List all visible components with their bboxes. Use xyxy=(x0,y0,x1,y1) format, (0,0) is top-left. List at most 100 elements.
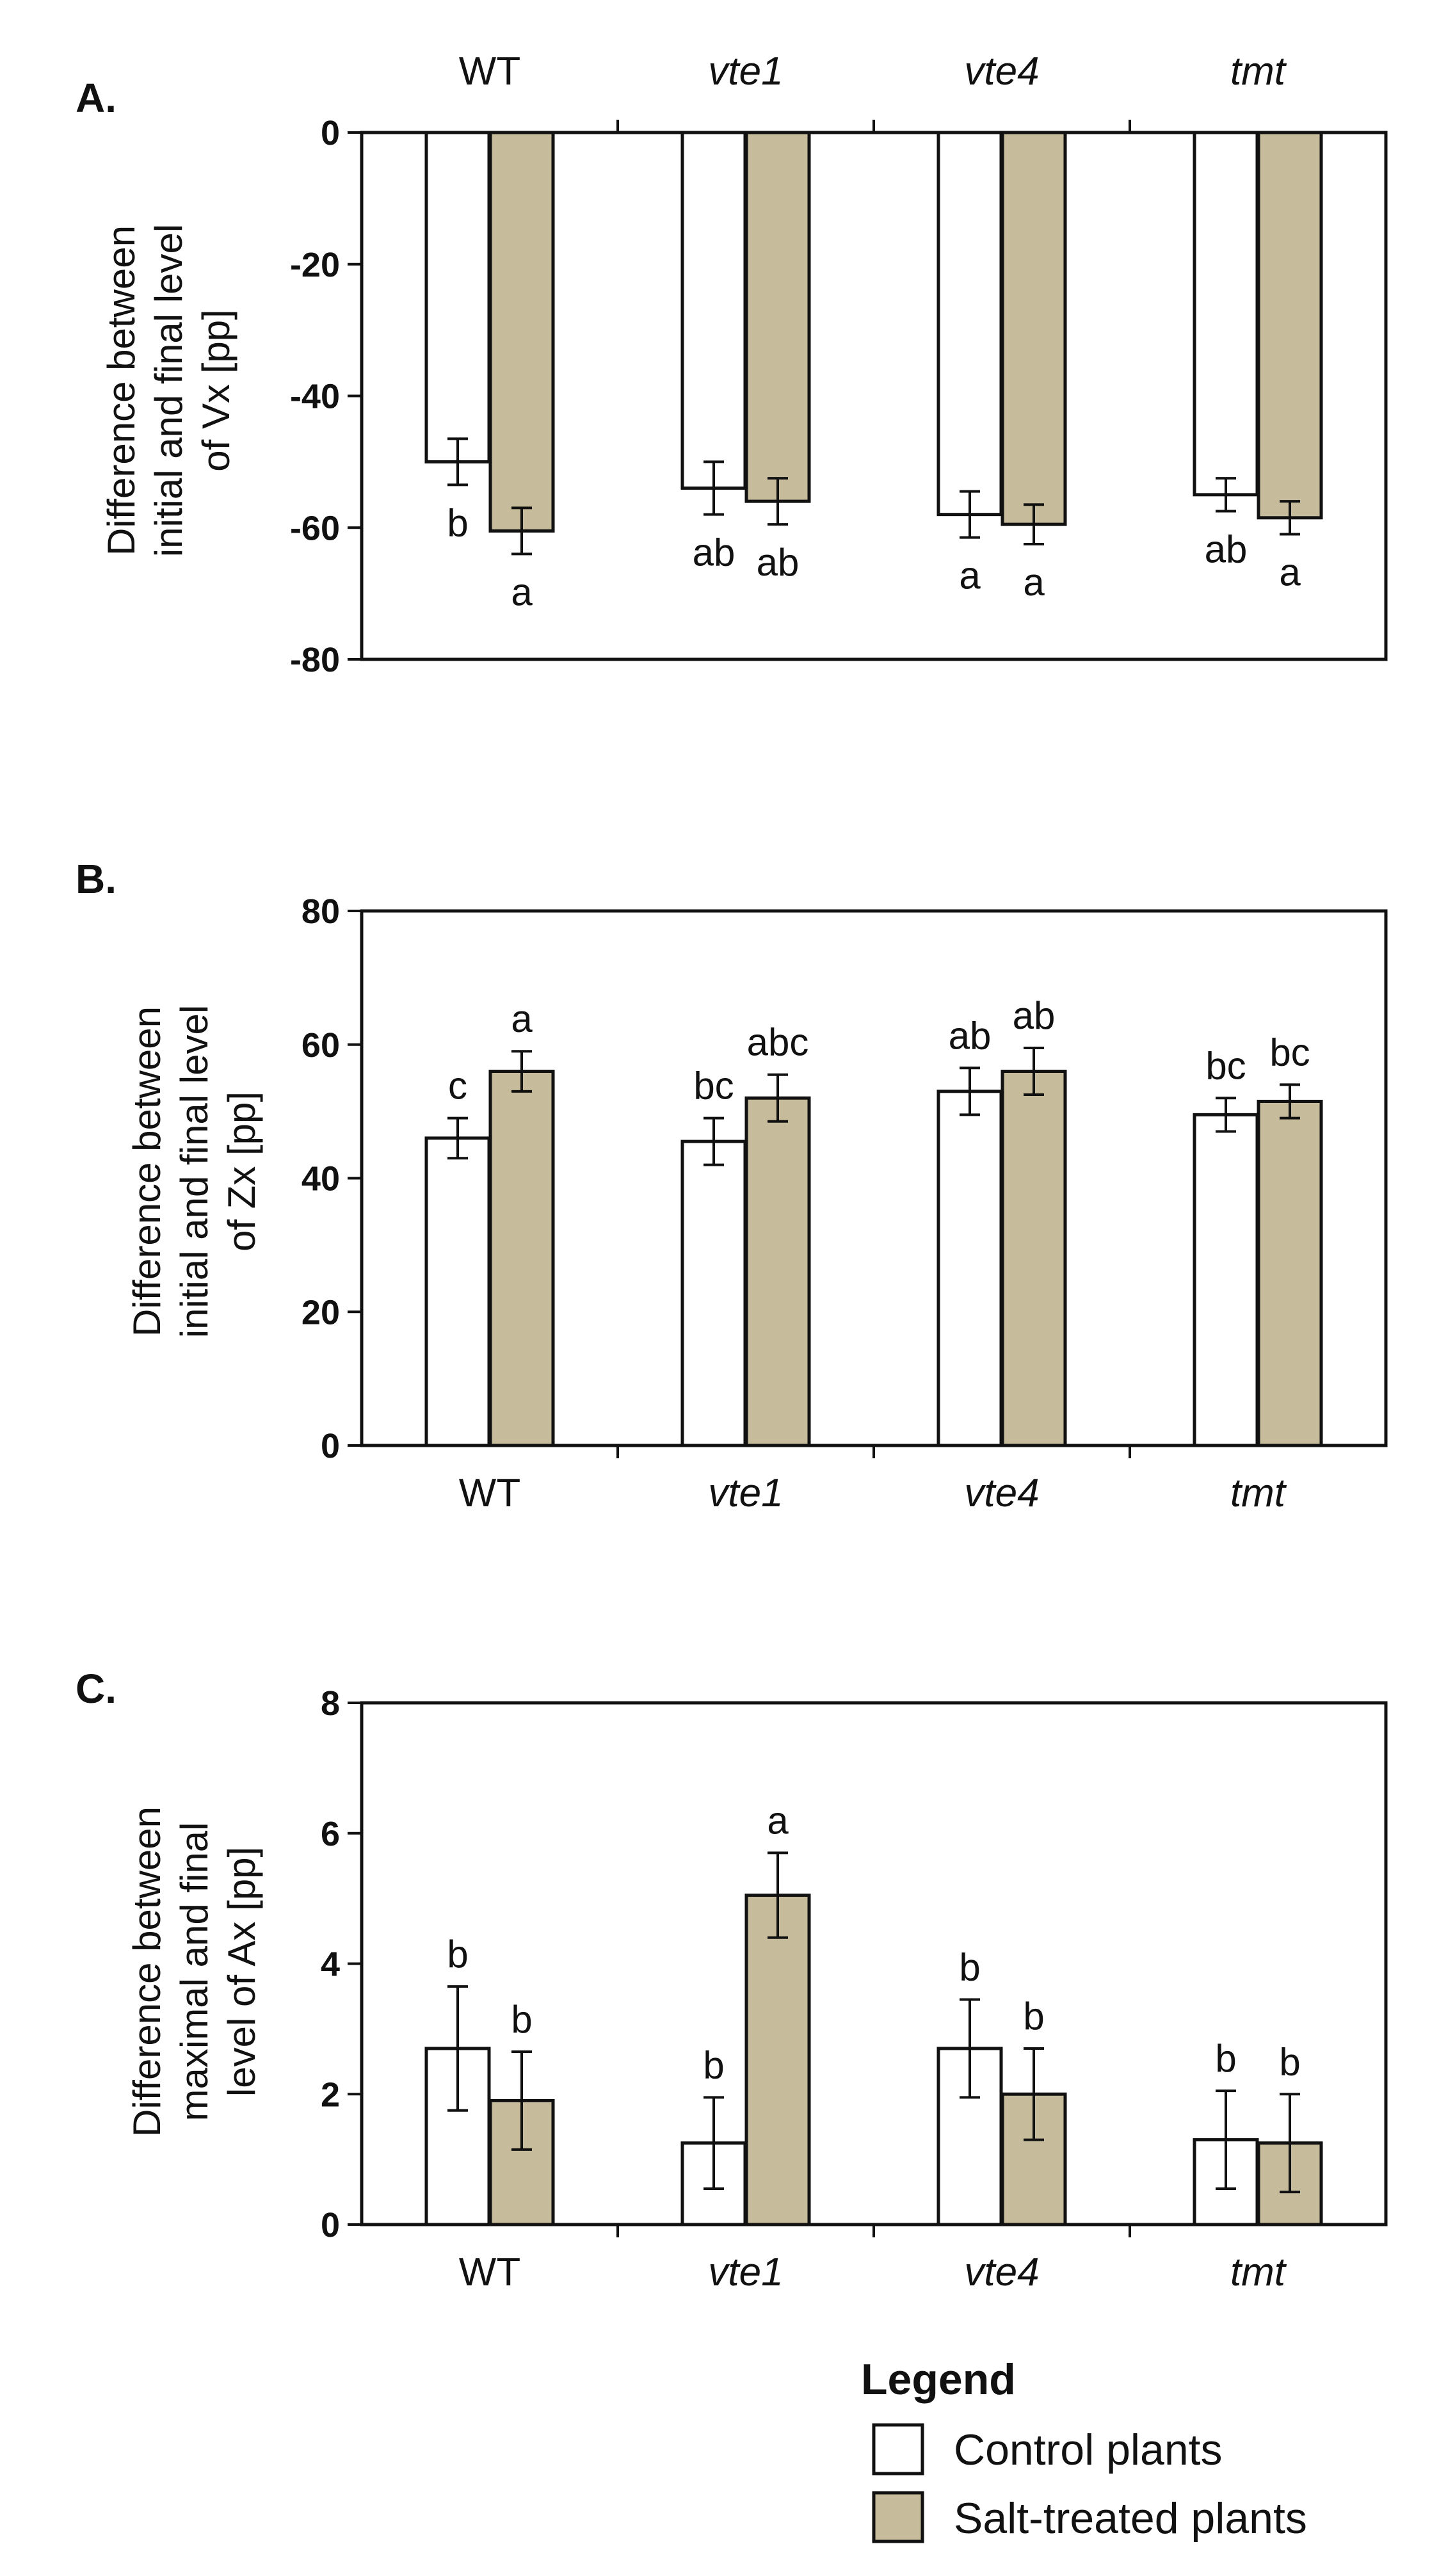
error-bar xyxy=(1280,500,1300,536)
error-bar xyxy=(1024,503,1044,545)
y-tick-label: -40 xyxy=(290,378,340,416)
y-axis-title-line: Difference between xyxy=(125,1006,168,1337)
y-tick-label: 2 xyxy=(321,2075,340,2114)
y-axis-title: Difference between initial and final leve… xyxy=(100,224,237,557)
error-bar xyxy=(960,490,980,539)
y-axis-title-line: of Vx [pp] xyxy=(195,309,237,471)
legend-label-salt: Salt-treated plants xyxy=(954,2494,1307,2543)
error-bar xyxy=(1216,1097,1236,1133)
category-label: vte4 xyxy=(964,49,1039,93)
y-axis-title-line: of Zx [pp] xyxy=(220,1091,263,1252)
y-tick-label: -60 xyxy=(290,509,340,547)
bar-salt xyxy=(744,131,811,503)
bar-salt xyxy=(744,1894,811,2226)
panel-label: C. xyxy=(76,1666,117,1712)
y-tick-label: 0 xyxy=(321,1427,340,1465)
plot-frame xyxy=(360,1701,1388,2226)
bar-control xyxy=(424,1136,491,1447)
significance-label: b xyxy=(959,1946,980,1989)
error-bar xyxy=(1216,477,1236,513)
significance-label: a xyxy=(511,997,533,1040)
significance-label: ab xyxy=(1205,528,1248,571)
bar-salt xyxy=(1001,131,1067,526)
error-bar xyxy=(768,477,788,526)
category-label: vte4 xyxy=(964,1471,1039,1515)
bar-control xyxy=(937,1090,1003,1447)
category-label: vte1 xyxy=(708,1471,783,1515)
significance-label: ab xyxy=(693,531,736,574)
chart-panel-3: C. Difference between maximal and final lev… xyxy=(76,1666,1388,2294)
significance-label: ab xyxy=(757,541,800,584)
category-label: vte1 xyxy=(708,49,783,93)
category-label: vte1 xyxy=(708,2250,783,2294)
legend-swatch-salt xyxy=(872,2491,924,2543)
category-label: tmt xyxy=(1230,49,1287,93)
y-tick-label: 8 xyxy=(321,1684,340,1723)
category-label: WT xyxy=(459,49,520,93)
significance-label: bc xyxy=(1269,1031,1310,1074)
y-axis-title-line: initial and final level xyxy=(147,224,190,557)
significance-label: bc xyxy=(693,1065,734,1107)
plot-frame xyxy=(360,131,1388,661)
error-bar xyxy=(511,1050,532,1093)
error-bar xyxy=(703,2096,724,2190)
legend-title: Legend xyxy=(861,2355,1016,2404)
y-tick-label: 40 xyxy=(301,1160,340,1198)
plot-frame xyxy=(360,909,1388,1447)
bar-salt xyxy=(744,1096,811,1447)
y-axis-title-line: maximal and final xyxy=(173,1823,216,2121)
bar-salt xyxy=(1001,1070,1067,1447)
bar-control xyxy=(424,131,491,463)
bar-salt xyxy=(1257,1099,1323,1447)
error-bar xyxy=(703,1116,724,1166)
error-bar xyxy=(768,1851,788,1939)
category-label: WT xyxy=(459,2250,520,2294)
y-axis-title-line: initial and final level xyxy=(173,1005,216,1338)
error-bar xyxy=(447,1116,468,1160)
error-bar xyxy=(511,2050,532,2151)
category-label: tmt xyxy=(1230,2250,1287,2294)
bar-salt xyxy=(488,1070,555,1447)
error-bar xyxy=(447,437,468,487)
error-bar xyxy=(447,1985,468,2112)
y-tick-label: 20 xyxy=(301,1293,340,1332)
significance-label: a xyxy=(1023,561,1045,604)
significance-label: b xyxy=(1023,1995,1044,2038)
category-label: vte4 xyxy=(964,2250,1039,2294)
y-tick-label: 0 xyxy=(321,2206,340,2244)
error-bar xyxy=(1280,2093,1300,2194)
significance-label: a xyxy=(959,554,981,597)
bar-salt xyxy=(488,131,555,533)
category-label: WT xyxy=(459,1471,520,1515)
y-tick-label: -80 xyxy=(290,641,340,679)
bar-control xyxy=(424,2047,491,2226)
significance-label: a xyxy=(1279,551,1301,594)
significance-label: ab xyxy=(1013,994,1056,1037)
error-bar xyxy=(1280,1083,1300,1120)
legend: Legend Control plants Salt-treated plant… xyxy=(861,2355,1307,2543)
bar-control xyxy=(680,131,747,490)
error-bar xyxy=(1024,2047,1044,2141)
chart-panel-1: A. Difference between initial and final le… xyxy=(76,49,1388,679)
error-bar xyxy=(960,1998,980,2099)
error-bar xyxy=(768,1073,788,1123)
significance-label: abc xyxy=(747,1021,809,1064)
bar-control xyxy=(1193,131,1259,497)
category-label: tmt xyxy=(1230,1471,1287,1515)
bar-control xyxy=(937,131,1003,517)
y-axis-title: Difference between maximal and final level… xyxy=(125,1807,263,2137)
significance-label: ab xyxy=(949,1014,992,1057)
legend-label-control: Control plants xyxy=(954,2426,1223,2474)
chart-panel-2: B. Difference between initial and final le… xyxy=(76,856,1388,1515)
significance-label: b xyxy=(511,1998,532,2041)
y-axis-title-line: Difference between xyxy=(100,225,143,556)
y-axis-title-line: Difference between xyxy=(125,1807,168,2137)
significance-label: b xyxy=(447,1933,468,1976)
y-tick-label: -20 xyxy=(290,246,340,284)
panel-label: A. xyxy=(76,75,117,121)
error-bar xyxy=(1024,1046,1044,1097)
significance-label: b xyxy=(1279,2040,1300,2083)
significance-label: b xyxy=(447,501,468,544)
significance-label: b xyxy=(703,2043,724,2086)
y-tick-label: 60 xyxy=(301,1026,340,1065)
